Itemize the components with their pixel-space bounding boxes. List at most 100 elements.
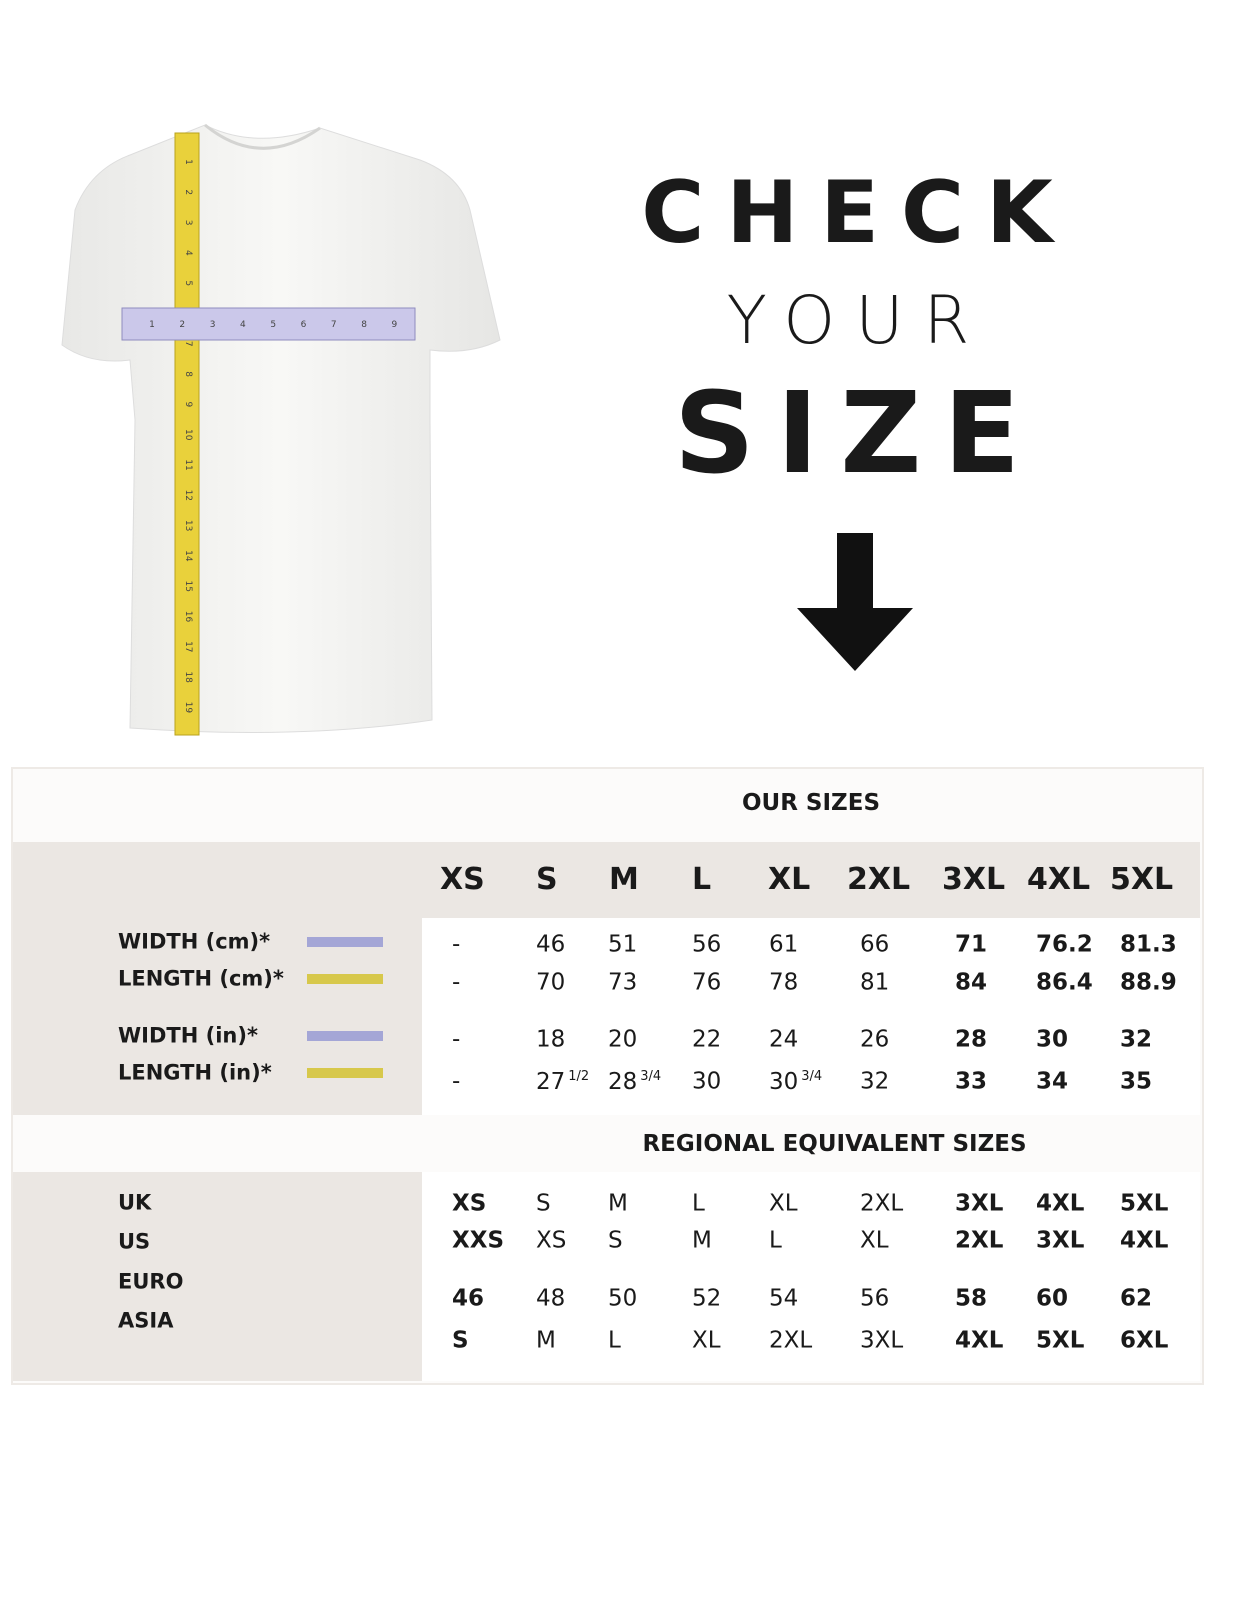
size-header: XS (440, 862, 485, 897)
table-cell: 81.3 (1120, 931, 1177, 958)
table-cell: 27 1/2 (536, 1070, 589, 1094)
tape-mark: 8 (361, 320, 367, 330)
table-cell: 2XL (955, 1227, 1004, 1254)
tape-mark: 9 (183, 402, 193, 408)
table-cell: XL (769, 1190, 798, 1217)
table-cell: XS (536, 1227, 567, 1254)
tape-mark: 3 (210, 320, 216, 330)
table-cell: 76 (692, 969, 722, 996)
table-cell: 30 3/4 (769, 1070, 822, 1094)
table-cell: 46 (452, 1285, 485, 1312)
table-cell: XS (452, 1190, 487, 1217)
tape-mark: 7 (331, 320, 337, 330)
tape-mark: 5 (270, 320, 276, 330)
value-area (422, 1172, 1200, 1381)
size-header: XL (768, 862, 811, 897)
row-label: WIDTH (cm)* (118, 929, 271, 954)
table-cell: 78 (769, 969, 799, 996)
row-label: EURO (118, 1269, 184, 1294)
tape-mark: 4 (240, 320, 246, 330)
size-header: M (609, 862, 639, 897)
table-cell: XXS (452, 1227, 505, 1254)
table-cell: 73 (608, 969, 638, 996)
tape-mark: 11 (183, 459, 193, 470)
table-cell: 3XL (1036, 1227, 1085, 1254)
size-header: 3XL (942, 862, 1006, 897)
tape-mark: 4 (183, 250, 193, 256)
tape-mark: 19 (183, 702, 193, 714)
section-title: OUR SIZES (741, 790, 881, 816)
tape-mark: 9 (392, 320, 398, 330)
heading-size: SIZE (673, 369, 1043, 499)
table-cell: S (536, 1190, 551, 1217)
table-cell: 46 (536, 931, 566, 958)
table-cell: 28 (955, 1026, 988, 1053)
table-cell: 50 (608, 1285, 638, 1312)
table-cell: 28 3/4 (608, 1070, 661, 1094)
table-cell: 4XL (1036, 1190, 1085, 1217)
row-label: US (118, 1229, 151, 1254)
table-cell: 32 (1120, 1026, 1153, 1053)
tape-mark: 2 (179, 320, 185, 330)
tape-mark: 10 (183, 429, 193, 441)
tape-mark: 3 (183, 220, 193, 226)
table-cell: 70 (536, 969, 566, 996)
table-cell: - (452, 969, 461, 996)
table-cell: 6XL (1120, 1327, 1169, 1354)
table-cell: L (769, 1227, 782, 1254)
table-cell: 35 (1120, 1068, 1153, 1095)
value-area (422, 918, 1200, 1115)
tape-mark: 2 (183, 189, 193, 195)
row-label: LENGTH (cm)* (118, 966, 284, 991)
table-cell: 56 (860, 1285, 890, 1312)
tape-mark: 18 (183, 671, 193, 683)
legend-swatch (307, 974, 383, 984)
table-cell: 71 (955, 931, 988, 958)
table-cell: 48 (536, 1285, 566, 1312)
tape-mark: 13 (183, 520, 193, 531)
table-cell: 62 (1120, 1285, 1153, 1312)
cell-whole: 27 (536, 1069, 566, 1095)
down-arrow (797, 533, 913, 671)
table-cell: 3XL (860, 1327, 904, 1354)
table-cell: 84 (955, 969, 988, 996)
row-label: WIDTH (in)* (118, 1023, 258, 1048)
table-cell: 24 (769, 1026, 799, 1053)
table-cell: XL (692, 1327, 721, 1354)
tape-mark: 12 (183, 490, 193, 501)
table-cell: 2XL (860, 1190, 904, 1217)
cell-fraction: 1/2 (568, 1069, 590, 1084)
table-cell: 5XL (1036, 1327, 1085, 1354)
table-cell: 33 (955, 1068, 988, 1095)
table-cell: M (692, 1227, 712, 1254)
label-column (13, 1172, 422, 1381)
table-cell: 54 (769, 1285, 799, 1312)
table-cell: 56 (692, 931, 722, 958)
legend-swatch (307, 937, 383, 947)
table-cell: 76.2 (1036, 931, 1093, 958)
table-cell: 18 (536, 1026, 566, 1053)
table-cell: 5XL (1120, 1190, 1169, 1217)
cell-fraction: 3/4 (640, 1069, 662, 1084)
heading-check: CHECK (641, 163, 1075, 263)
table-cell: - (452, 1026, 461, 1053)
tape-mark: 1 (183, 159, 193, 165)
size-header: 4XL (1027, 862, 1091, 897)
table-cell: 58 (955, 1285, 988, 1312)
table-cell: XL (860, 1227, 889, 1254)
table-cell: 81 (860, 969, 890, 996)
table-cell: 34 (1036, 1068, 1069, 1095)
table-cell: 66 (860, 931, 890, 958)
table-cell: 4XL (955, 1327, 1004, 1354)
table-cell: 32 (860, 1068, 890, 1095)
size-header: 2XL (847, 862, 911, 897)
table-cell: 86.4 (1036, 969, 1093, 996)
size-header: L (692, 862, 712, 897)
tape-mark: 1 (149, 320, 155, 330)
tape-mark: 16 (183, 611, 193, 623)
cell-fraction: 3/4 (801, 1069, 823, 1084)
table-cell: M (536, 1327, 556, 1354)
cell-whole: 28 (608, 1069, 638, 1095)
table-cell: 2XL (769, 1327, 813, 1354)
